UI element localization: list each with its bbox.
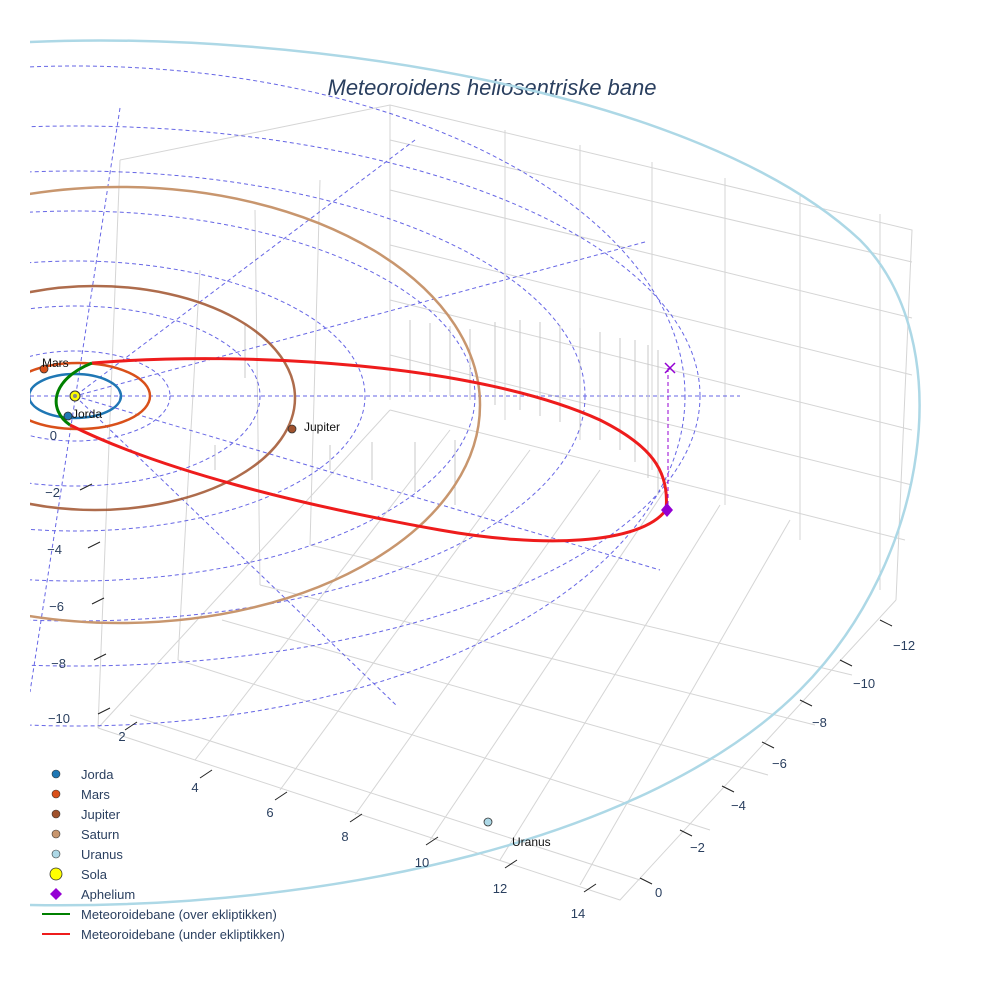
- x-tick-label: 6: [266, 805, 273, 820]
- orbit-drop-lines: [214, 320, 659, 505]
- y-tick-label: −4: [731, 798, 746, 813]
- planet-orbits: [30, 39, 921, 907]
- aphelium-marker-group: [661, 362, 676, 517]
- x-tick-mark: [124, 721, 138, 731]
- x-axis: 2 4 6 8 10 12 14: [118, 721, 597, 921]
- aphelium-marker: [661, 503, 673, 517]
- saturn-orbit: [30, 185, 482, 625]
- y-tick-mark: [839, 659, 853, 667]
- z-tick-mark: [93, 653, 107, 661]
- legend-label-jorda: Jorda: [81, 767, 114, 782]
- x-tick-label: 14: [571, 906, 585, 921]
- legend-label-meteoroidebane-under-ekliptikken: Meteoroidebane (under ekliptikken): [81, 927, 285, 942]
- planet-markers: Jorda Mars Jupiter Uranus: [39, 356, 551, 849]
- z-tick-mark: [79, 483, 93, 491]
- z-axis: 0 −2 −4 −6 −8 −10: [45, 428, 111, 726]
- legend-label-uranus: Uranus: [81, 847, 123, 862]
- uranus-label: Uranus: [512, 835, 551, 849]
- legend-swatch-mars: [51, 789, 61, 799]
- legend-label-meteoroidebane-over-ekliptikken: Meteoroidebane (over ekliptikken): [81, 907, 277, 922]
- jupiter-marker: [287, 424, 297, 434]
- legend-swatch-sola: [49, 867, 63, 881]
- y-tick-mark: [639, 877, 653, 885]
- legend-label-sola: Sola: [81, 867, 108, 882]
- meteoroid-orbit-over: [54, 361, 93, 427]
- y-tick-label: 0: [655, 885, 662, 900]
- aphelium-projection-marker: [664, 362, 676, 374]
- z-tick-mark: [97, 707, 111, 715]
- guide-lines: [30, 65, 740, 727]
- x-tick-label: 10: [415, 855, 429, 870]
- x-tick-label: 2: [118, 729, 125, 744]
- mars-marker: [39, 364, 49, 374]
- y-tick-label: −12: [893, 638, 915, 653]
- y-tick-mark: [679, 829, 693, 837]
- z-tick-label: −8: [51, 656, 66, 671]
- z-tick-label: −10: [48, 711, 70, 726]
- sun-center-dot: [73, 394, 77, 398]
- y-tick-label: −2: [690, 840, 705, 855]
- x-tick-label: 12: [493, 881, 507, 896]
- x-tick-mark: [349, 813, 363, 823]
- x-tick-mark: [199, 769, 213, 779]
- z-tick-label: −2: [45, 485, 60, 500]
- y-tick-mark: [879, 619, 893, 627]
- legend-swatch-aphelium: [50, 888, 62, 900]
- mars-label: Mars: [42, 356, 69, 370]
- legend-swatch-saturn: [51, 829, 61, 839]
- z-tick-label: −6: [49, 599, 64, 614]
- legend-swatch-jorda: [51, 769, 61, 779]
- y-tick-label: −10: [853, 676, 875, 691]
- legend-label-aphelium: Aphelium: [81, 887, 135, 902]
- x-tick-label: 4: [191, 780, 198, 795]
- y-tick-label: −8: [812, 715, 827, 730]
- z-tick-mark: [91, 597, 105, 605]
- jorda-label: Jorda: [72, 407, 102, 421]
- meteoroid-orbit-under: [69, 357, 668, 543]
- y-axis: −12 −10 −8 −6 −4 −2 0: [639, 619, 915, 900]
- x-tick-mark: [425, 836, 439, 846]
- y-tick-mark: [761, 741, 775, 749]
- earth-orbit: [30, 372, 123, 420]
- jorda-marker: [63, 411, 73, 421]
- jupiter-orbit: [30, 284, 297, 512]
- legend-swatch-uranus: [51, 849, 61, 859]
- z-tick-label: 0: [50, 428, 57, 443]
- z-tick-mark: [87, 541, 101, 549]
- jupiter-label: Jupiter: [304, 420, 340, 434]
- legend-label-jupiter: Jupiter: [81, 807, 121, 822]
- y-tick-mark: [799, 699, 813, 707]
- y-tick-mark: [721, 785, 735, 793]
- uranus-marker: [483, 817, 493, 827]
- legend-label-mars: Mars: [81, 787, 110, 802]
- chart-title: Meteoroidens heliosentriske bane: [328, 75, 657, 100]
- axis-grid: [97, 104, 913, 901]
- x-tick-label: 8: [341, 829, 348, 844]
- x-tick-mark: [274, 791, 288, 801]
- legend: Jorda Mars Jupiter Saturn Uranus Sola Aphelium…: [42, 767, 285, 942]
- uranus-orbit: [30, 39, 921, 907]
- z-tick-label: −4: [47, 542, 62, 557]
- x-tick-mark: [583, 883, 597, 893]
- legend-swatch-jupiter: [51, 809, 61, 819]
- x-tick-mark: [504, 859, 518, 869]
- y-tick-label: −6: [772, 756, 787, 771]
- legend-label-saturn: Saturn: [81, 827, 119, 842]
